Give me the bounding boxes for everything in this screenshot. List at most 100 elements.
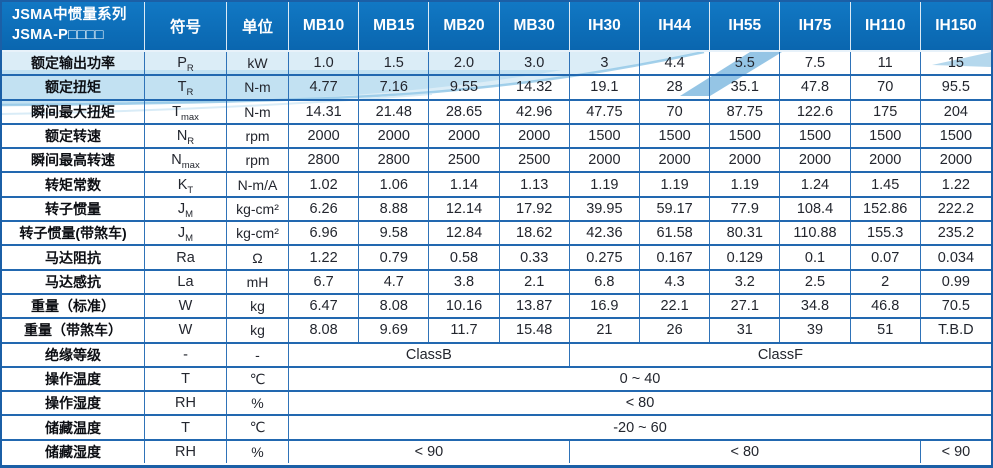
spec-value: 0.07 — [851, 246, 921, 269]
spec-value: 87.75 — [710, 100, 781, 123]
spec-value: 1.19 — [570, 173, 640, 196]
symbol-text: W — [178, 298, 193, 315]
column-header-MB20: MB20 — [429, 2, 500, 50]
spec-value: 6.96 — [289, 222, 360, 245]
spec-value: 34.8 — [780, 294, 851, 318]
table-header-row: JSMA中惯量系列 JSMA-P□□□□ 符号 单位 MB10 MB15 MB20 M… — [2, 2, 991, 52]
spec-value: 4.4 — [640, 52, 711, 75]
spec-value: 61.58 — [640, 222, 711, 245]
spec-symbol: Nmax — [145, 149, 227, 172]
spec-value: 2000 — [710, 149, 781, 172]
spec-row: 马达感抗 La mH 6.7 4.7 3.8 2.1 6.8 4.3 3.2 2.5 2 0.99 — [2, 270, 991, 295]
spec-value: 26 — [640, 319, 711, 342]
spec-value: 2.1 — [500, 270, 570, 293]
spec-value: 4.7 — [359, 270, 430, 293]
spec-value: 15.48 — [500, 319, 570, 342]
spec-value: 3.2 — [710, 270, 781, 293]
spec-unit: N-m — [227, 76, 289, 99]
spec-row: 转矩常数 KT N-m/A 1.02 1.06 1.14 1.13 1.19 1.19 1.19 1… — [2, 173, 991, 198]
spec-value: 8.08 — [359, 294, 430, 318]
spec-value: 35.1 — [710, 76, 781, 99]
spec-value: 3 — [570, 52, 640, 75]
spec-value: 6.47 — [289, 294, 360, 318]
spec-value: 2000 — [359, 124, 430, 148]
column-header-IH110: IH110 — [851, 2, 921, 50]
spec-symbol: KT — [145, 173, 227, 196]
spec-value: 2000 — [289, 124, 360, 148]
spec-value: 9.58 — [359, 222, 430, 245]
spec-value-merged: < 80 — [570, 440, 921, 464]
spec-value: 59.17 — [640, 197, 711, 221]
spec-value: 2800 — [359, 149, 430, 172]
spec-value: 2000 — [640, 149, 711, 172]
spec-value: 0.79 — [359, 246, 430, 269]
spec-value: 8.88 — [359, 197, 430, 221]
column-header-IH150: IH150 — [935, 17, 977, 34]
spec-value-merged: 0 ~ 40 — [619, 371, 661, 387]
spec-value: 2000 — [780, 149, 851, 172]
spec-unit: kW — [227, 52, 289, 75]
spec-label: 额定转速 — [2, 124, 145, 148]
spec-unit: N-m/A — [227, 173, 289, 196]
spec-value: 1.14 — [429, 173, 500, 196]
spec-value: 2000 — [939, 152, 973, 169]
spec-value: 6.8 — [570, 270, 640, 293]
spec-value: 70 — [851, 76, 921, 99]
spec-value: 10.16 — [429, 294, 500, 318]
spec-value: 175 — [851, 100, 921, 123]
symbol-text: T — [181, 419, 190, 436]
spec-row: 操作湿度 RH% < 80 — [2, 392, 991, 417]
spec-row: 马达阻抗 Ra Ω 1.22 0.79 0.58 0.33 0.275 0.167 0.129 0.… — [2, 246, 991, 271]
spec-value: 235.2 — [937, 225, 975, 242]
spec-value: 2 — [851, 270, 921, 293]
symbol-text: PR — [177, 55, 194, 75]
spec-value: 5.5 — [710, 52, 781, 75]
spec-value: 2000 — [429, 124, 500, 148]
spec-value: 77.9 — [710, 197, 781, 221]
table-title-line1: JSMA中惯量系列 — [12, 7, 127, 24]
spec-value: 1500 — [939, 128, 973, 145]
spec-value: 155.3 — [851, 222, 921, 245]
spec-value: 70 — [640, 100, 711, 123]
spec-value: 4.77 — [289, 76, 360, 99]
spec-value: 3.8 — [429, 270, 500, 293]
spec-value: 0.58 — [429, 246, 500, 269]
spec-unit: - — [227, 343, 289, 366]
spec-symbol: Ra — [145, 246, 227, 269]
spec-value: 1.02 — [289, 173, 360, 196]
spec-unit: ℃ — [227, 367, 289, 391]
table-title-line2: JSMA-P□□□□ — [12, 27, 104, 43]
spec-value-merged: < 80 — [625, 395, 655, 412]
spec-label: 瞬间最高转速 — [2, 149, 145, 172]
spec-value: 1.19 — [710, 173, 781, 196]
spec-unit: Ω — [227, 246, 289, 269]
spec-value: 9.69 — [359, 319, 430, 342]
spec-value: 1.22 — [941, 176, 970, 193]
column-header-MB10: MB10 — [289, 2, 360, 50]
spec-value: 1500 — [780, 124, 851, 148]
spec-value: 15 — [947, 55, 964, 72]
spec-value-merged: < 90 — [941, 443, 971, 460]
spec-value: 28 — [640, 76, 711, 99]
spec-label: 储藏湿度 — [2, 440, 145, 464]
spec-label: 额定输出功率 — [2, 52, 145, 75]
spec-symbol: JM — [145, 222, 227, 245]
symbol-text: NR — [176, 128, 195, 147]
spec-value: 1.13 — [500, 173, 570, 196]
spec-symbol: NR — [145, 124, 227, 148]
symbol-text: T — [181, 371, 190, 387]
spec-label: 马达阻抗 — [2, 246, 145, 269]
column-header-MB15: MB15 — [359, 2, 430, 50]
spec-value: 0.167 — [640, 246, 711, 269]
spec-symbol: W — [145, 319, 227, 342]
spec-value: 4.3 — [640, 270, 711, 293]
spec-symbol: T — [145, 367, 227, 391]
spec-value: 0.129 — [710, 246, 781, 269]
spec-unit: rpm — [227, 124, 289, 148]
spec-value: 2800 — [289, 149, 360, 172]
spec-value: 39 — [780, 319, 851, 342]
spec-value: 1.45 — [851, 173, 921, 196]
spec-value: 11 — [851, 52, 921, 75]
